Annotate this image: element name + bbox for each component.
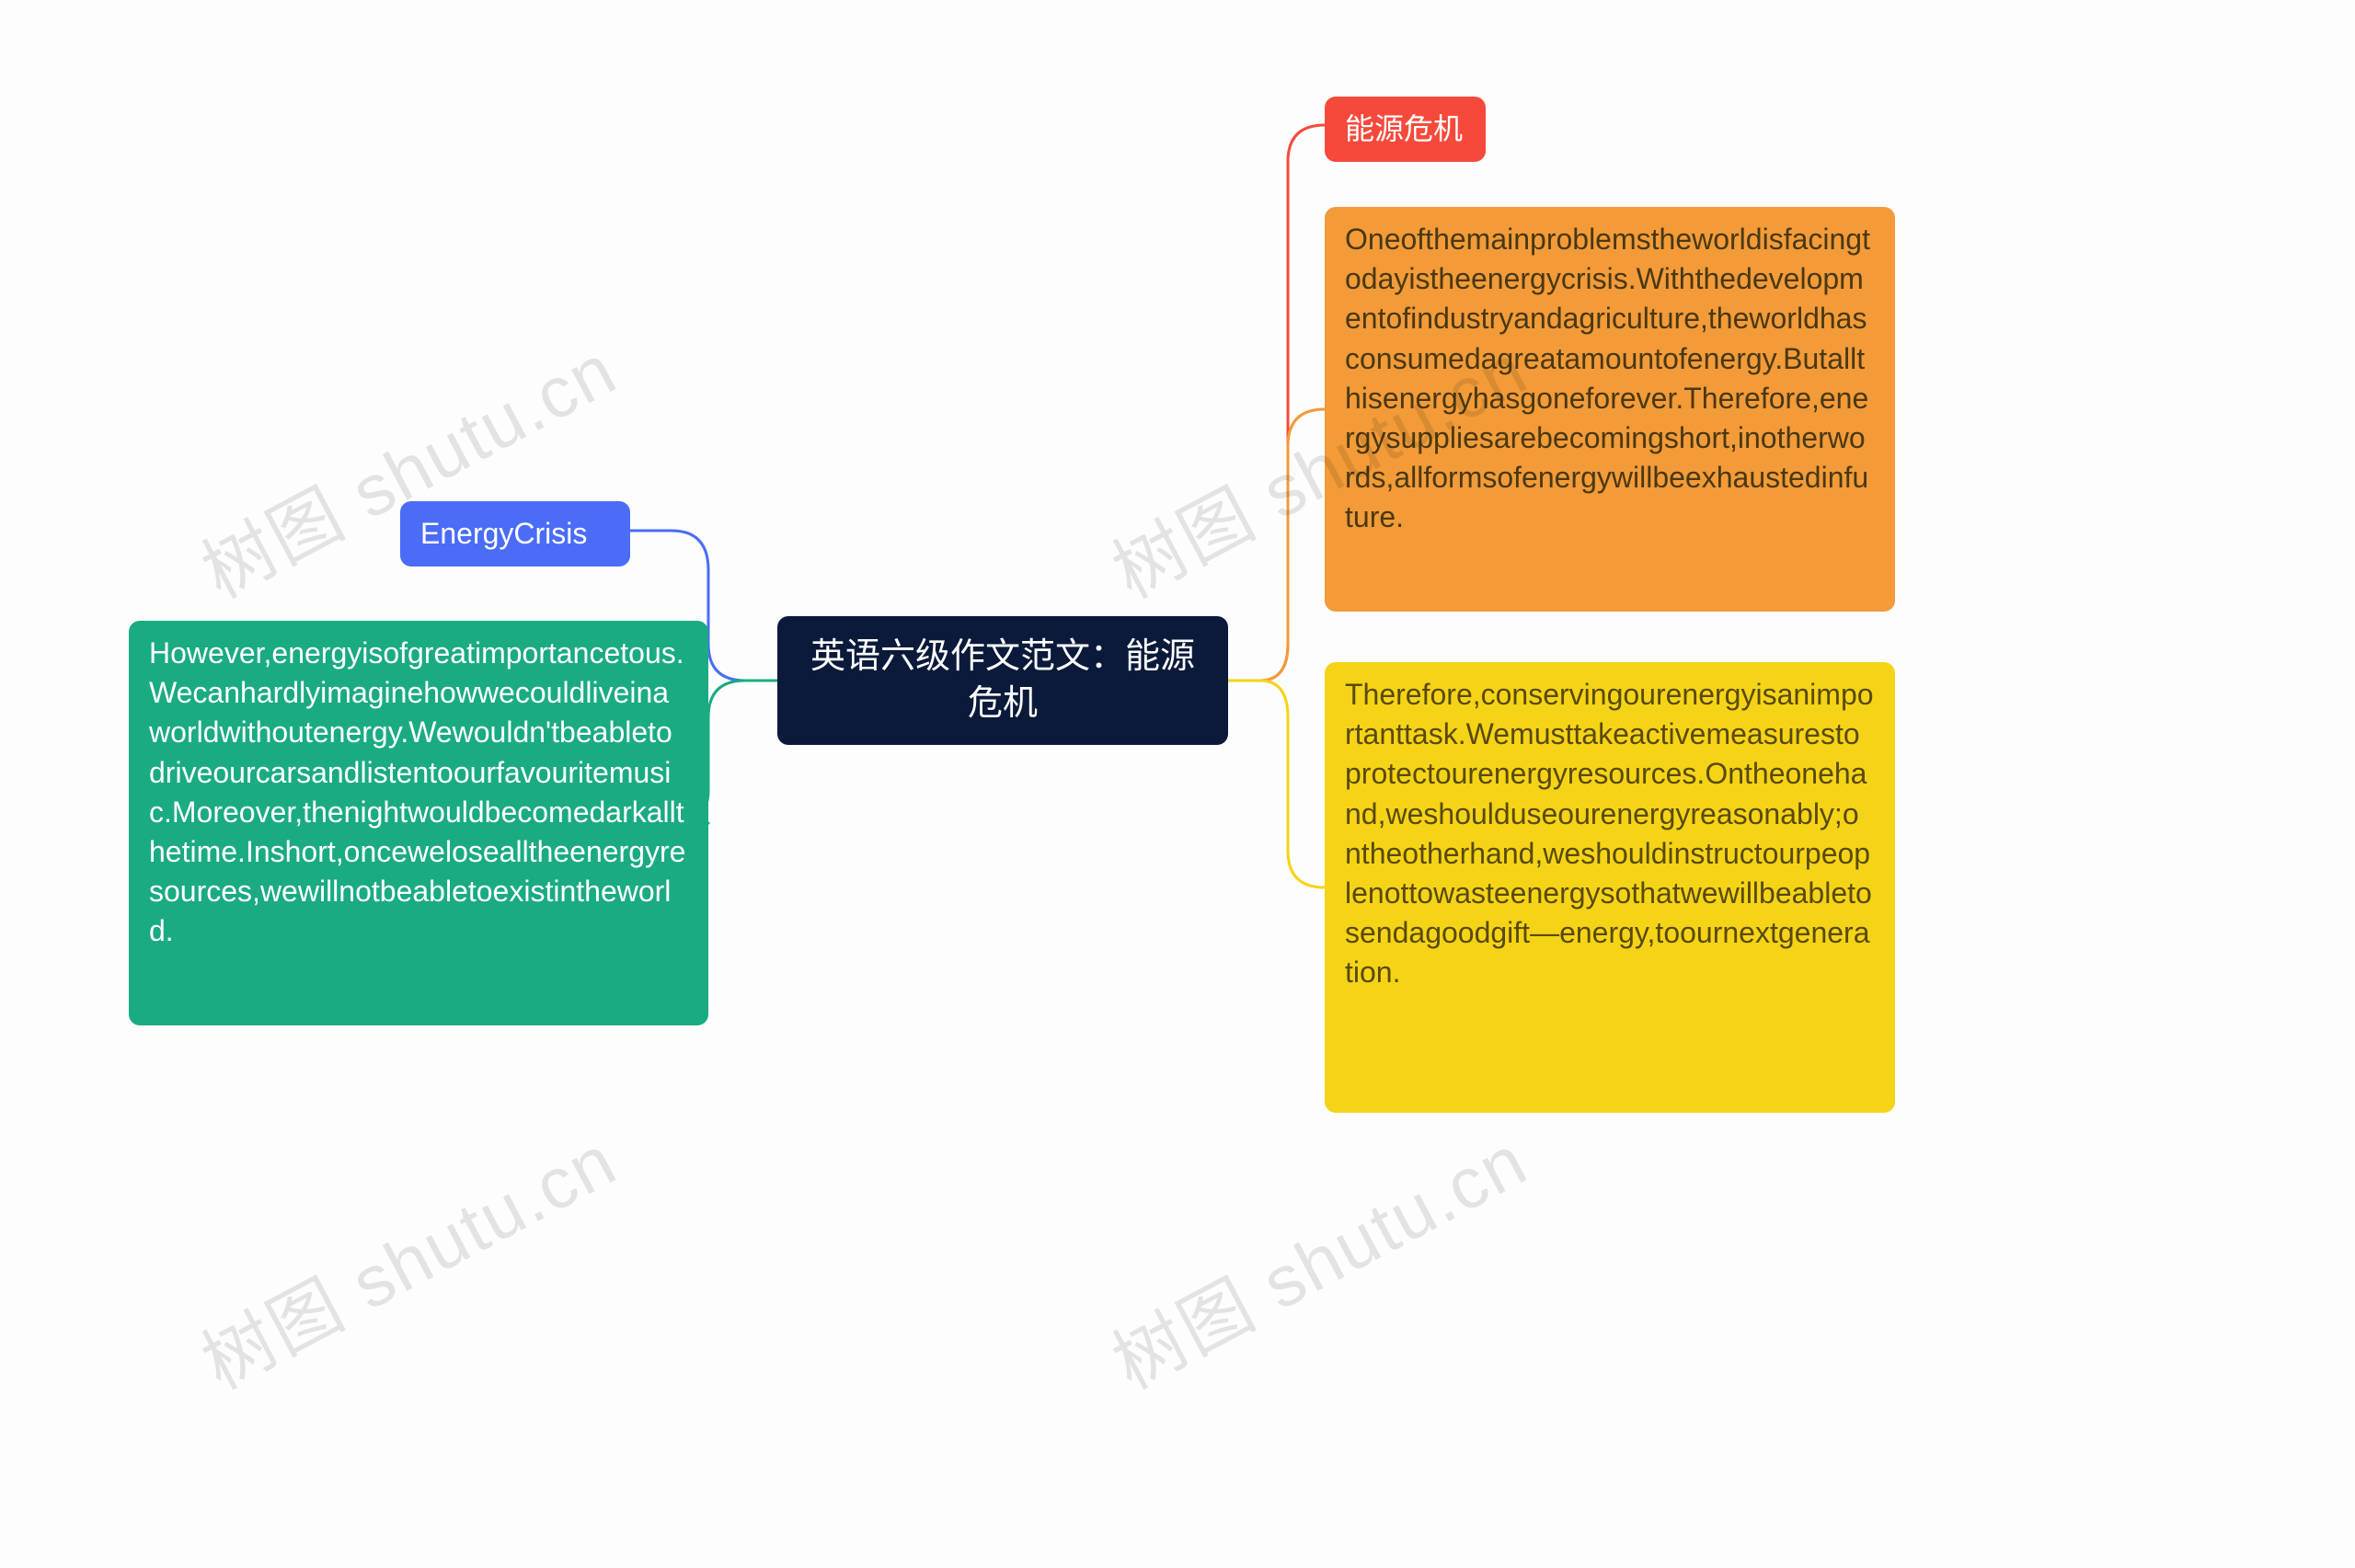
right-body2-node: Therefore,conservingourenergyisanimporta… [1325, 662, 1895, 1113]
watermark: 树图 shutu.cn [181, 1104, 631, 1409]
left-title-node: EnergyCrisis [400, 501, 630, 567]
watermark: 树图 shutu.cn [181, 314, 631, 618]
left-body-text: However,energyisofgreatimportancetous.We… [149, 636, 685, 947]
center-node: 英语六级作文范文：能源危机 [777, 616, 1228, 745]
center-node-text: 英语六级作文范文：能源危机 [798, 634, 1208, 728]
left-title-text: EnergyCrisis [420, 517, 587, 550]
watermark: 树图 shutu.cn [1092, 1104, 1542, 1409]
right-title-text: 能源危机 [1345, 112, 1463, 145]
right-body2-text: Therefore,conservingourenergyisanimporta… [1345, 678, 1874, 989]
left-body-node: However,energyisofgreatimportancetous.We… [129, 621, 708, 1025]
right-title-node: 能源危机 [1325, 97, 1486, 162]
